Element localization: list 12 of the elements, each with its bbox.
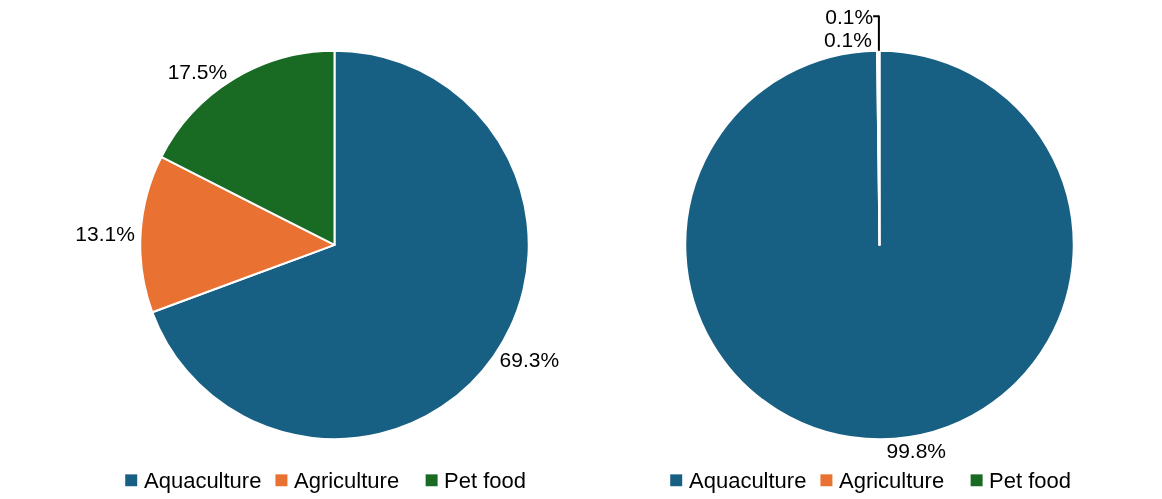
data-label: 69.3% <box>499 348 560 372</box>
legend-label: Pet food <box>989 468 1071 493</box>
legend-label: Aquaculture <box>144 468 262 493</box>
legend-label: Pet food <box>444 468 526 493</box>
data-label: 0.1% <box>824 27 872 51</box>
data-label: 0.1% <box>825 4 874 28</box>
legend-label: Agriculture <box>839 468 945 493</box>
data-label: 99.8% <box>886 439 947 463</box>
data-label: 13.1% <box>75 222 135 246</box>
data-label: 17.5% <box>167 59 228 83</box>
legend-label: Agriculture <box>294 468 400 493</box>
legend-label: Aquaculture <box>689 468 807 493</box>
